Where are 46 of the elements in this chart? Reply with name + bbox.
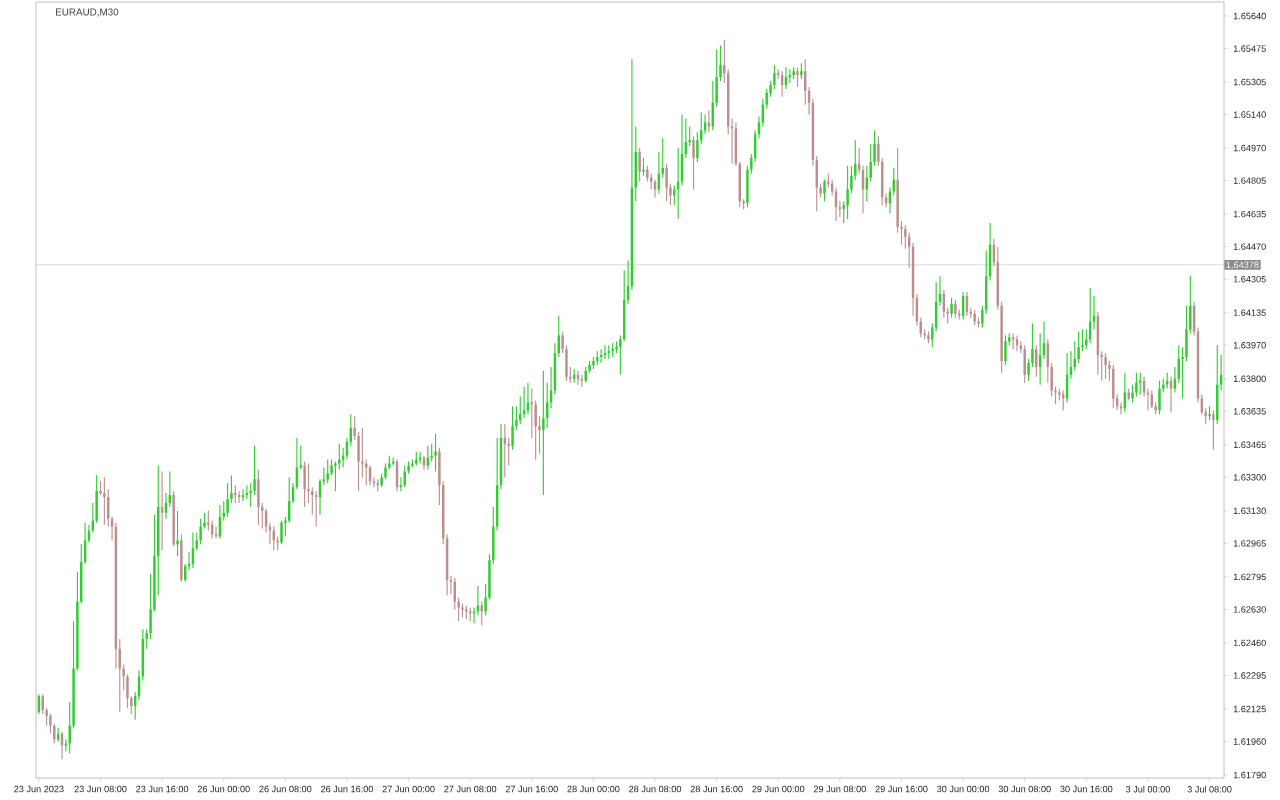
y-tick-label: 1.62460 — [1233, 639, 1266, 647]
y-tick-label: 1.62630 — [1233, 606, 1266, 613]
y-tick-label: 1.61790 — [1233, 771, 1266, 779]
y-tick-label: 1.65640 — [1233, 12, 1266, 20]
x-tick-label: 28 Jun 00:00 — [567, 785, 620, 793]
y-tick-label: 1.63970 — [1233, 342, 1266, 349]
y-tick-label: 1.63465 — [1233, 441, 1266, 449]
x-tick-label: 27 Jun 16:00 — [505, 785, 558, 793]
x-tick-label: 29 Jun 00:00 — [752, 785, 805, 793]
x-tick-label: 23 Jun 2023 — [14, 785, 64, 793]
y-tick-label: 1.64635 — [1233, 210, 1266, 218]
x-tick-label: 30 Jun 16:00 — [1060, 785, 1113, 793]
y-tick-label: 1.64805 — [1233, 177, 1266, 184]
x-tick-label: 30 Jun 08:00 — [998, 785, 1051, 793]
x-tick-label: 30 Jun 00:00 — [937, 785, 990, 793]
x-tick-label: 29 Jun 08:00 — [813, 785, 866, 793]
y-tick-label: 1.65305 — [1233, 78, 1266, 86]
y-tick-label: 1.63300 — [1233, 474, 1266, 481]
y-tick-label: 1.64470 — [1233, 243, 1266, 250]
y-tick-label: 1.62795 — [1233, 573, 1266, 581]
x-tick-label: 23 Jun 08:00 — [74, 785, 127, 793]
y-tick-label: 1.64970 — [1233, 144, 1266, 152]
x-tick-label: 26 Jun 00:00 — [197, 785, 250, 793]
y-tick-label: 1.62295 — [1233, 672, 1266, 679]
x-tick-label: 27 Jun 00:00 — [382, 785, 435, 793]
x-tick-label: 3 Jul 00:00 — [1125, 785, 1170, 793]
x-tick-label: 28 Jun 16:00 — [690, 785, 743, 793]
y-tick-label: 1.61960 — [1233, 738, 1266, 745]
x-tick-label: 27 Jun 08:00 — [444, 785, 497, 793]
text: EURAUD,M30 — [56, 8, 119, 17]
y-tick-label: 1.63800 — [1233, 375, 1266, 382]
x-tick-label: 23 Jun 16:00 — [136, 785, 189, 793]
x-tick-label: 26 Jun 08:00 — [259, 785, 312, 793]
y-tick-label: 1.65475 — [1233, 45, 1266, 52]
y-tick-label: 1.65140 — [1233, 111, 1266, 118]
y-tick-label: 1.62965 — [1233, 540, 1266, 547]
ref-line-label: 1.64378 — [1226, 261, 1259, 269]
y-tick-label: 1.63130 — [1233, 507, 1266, 515]
y-tick-label: 1.64135 — [1233, 309, 1266, 316]
x-tick-label: 26 Jun 16:00 — [321, 785, 374, 793]
y-tick-label: 1.62125 — [1233, 705, 1266, 713]
x-tick-label: 28 Jun 08:00 — [629, 785, 682, 793]
x-tick-label: 3 Jul 08:00 — [1187, 785, 1232, 793]
y-tick-label: 1.63635 — [1233, 408, 1266, 415]
x-tick-label: 29 Jun 16:00 — [875, 785, 928, 793]
y-tick-label: 1.64305 — [1233, 275, 1266, 283]
